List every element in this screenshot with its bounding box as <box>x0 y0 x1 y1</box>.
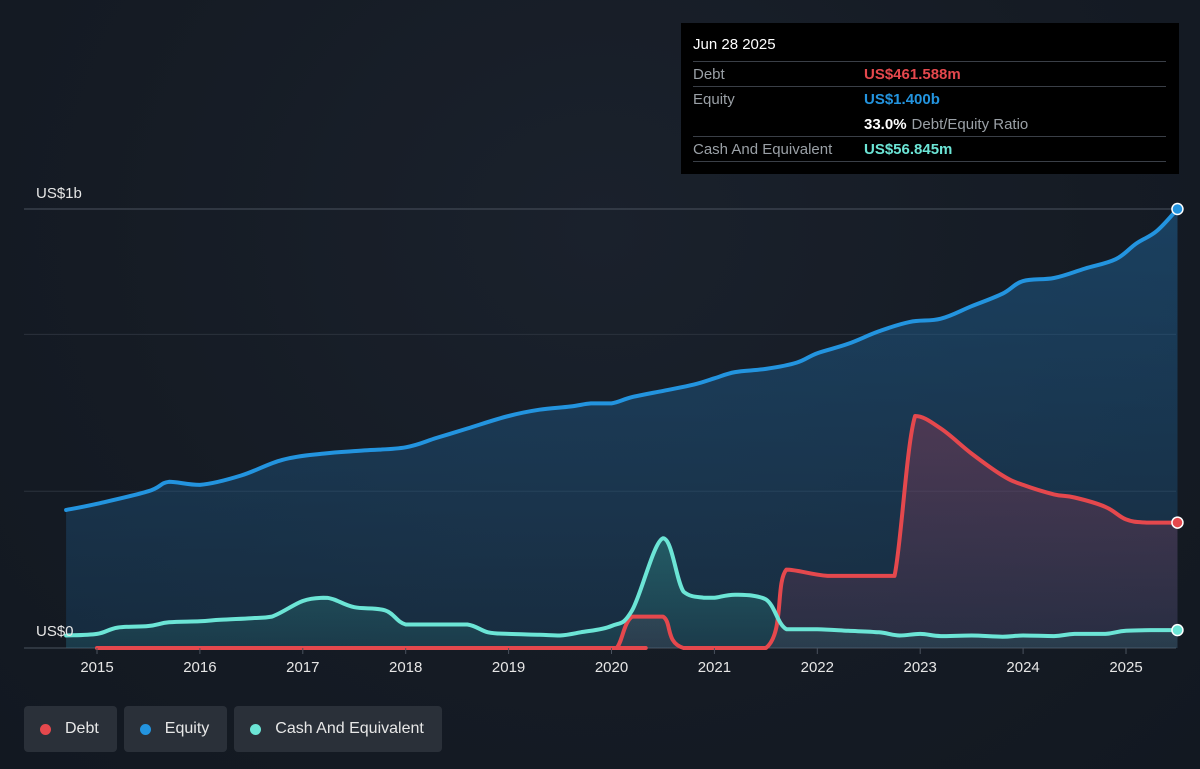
x-tick-label: 2020 <box>595 659 628 676</box>
equity-end-point <box>1171 202 1184 216</box>
cash-and-equivalent-line <box>64 536 1180 639</box>
cash-and-equivalent-area <box>66 538 1178 648</box>
legend-cash-label: Cash And Equivalent <box>275 720 424 737</box>
x-tick-label: 2024 <box>1006 659 1039 676</box>
x-tick-label: 2025 <box>1109 659 1142 676</box>
legend-equity-label: Equity <box>164 720 210 737</box>
series-areas <box>66 209 1178 648</box>
tooltip-row-equity: Equity US$1.400b <box>693 86 1166 111</box>
tooltip-row-cash: Cash And Equivalent US$56.845m <box>693 136 1166 162</box>
tooltip-panel: Jun 28 2025 Debt US$461.588m Equity US$1… <box>681 23 1179 174</box>
tooltip-equity-value: US$1.400b <box>864 90 940 108</box>
tooltip-ratio-label: Debt/Equity Ratio <box>911 115 1029 133</box>
x-axis-ticks: 2015 2016 2017 2018 2019 2020 2021 2022 2023 2024… <box>80 648 1143 676</box>
y-axis-top-label: US$1b <box>36 185 82 202</box>
tooltip-cash-label: Cash And Equivalent <box>693 140 833 158</box>
series-lines <box>64 202 1184 651</box>
debt-line <box>95 414 1180 651</box>
debt-end-point <box>1171 516 1184 529</box>
x-tick-label: 2015 <box>80 659 113 676</box>
x-tick-label: 2019 <box>492 659 525 676</box>
tooltip-cash-value: US$56.845m <box>864 140 953 158</box>
tooltip-debt-value: US$461.588m <box>864 65 961 83</box>
legend-item-equity[interactable]: Equity <box>123 706 228 752</box>
x-tick-label: 2023 <box>904 659 937 676</box>
legend-item-debt[interactable]: Debt <box>24 706 117 752</box>
x-tick-label: 2018 <box>389 659 422 676</box>
equity-line <box>64 207 1180 512</box>
legend-item-cash[interactable]: Cash And Equivalent <box>234 706 442 752</box>
tooltip-equity-label: Equity <box>693 90 735 108</box>
legend-equity-dot-icon <box>139 723 151 735</box>
legend-cash-dot-icon <box>250 723 262 735</box>
legend: Debt Equity Cash And Equivalent <box>24 706 442 752</box>
tooltip-ratio-value: 33.0% <box>864 115 907 133</box>
x-tick-label: 2021 <box>698 659 731 676</box>
tooltip-row-ratio: 33.0% Debt/Equity Ratio <box>693 111 1166 136</box>
tooltip-debt-label: Debt <box>693 65 725 83</box>
x-tick-label: 2017 <box>286 659 319 676</box>
x-tick-label: 2016 <box>183 659 216 676</box>
tooltip-row-debt: Debt US$461.588m <box>693 61 1166 86</box>
x-tick-label: 2022 <box>801 659 834 676</box>
cash-and-equivalent-end-point <box>1171 623 1184 637</box>
tooltip-date: Jun 28 2025 <box>693 36 776 53</box>
legend-debt-dot-icon <box>40 723 51 735</box>
legend-debt-label: Debt <box>65 720 99 737</box>
y-axis-bottom-label: US$0 <box>36 623 74 640</box>
